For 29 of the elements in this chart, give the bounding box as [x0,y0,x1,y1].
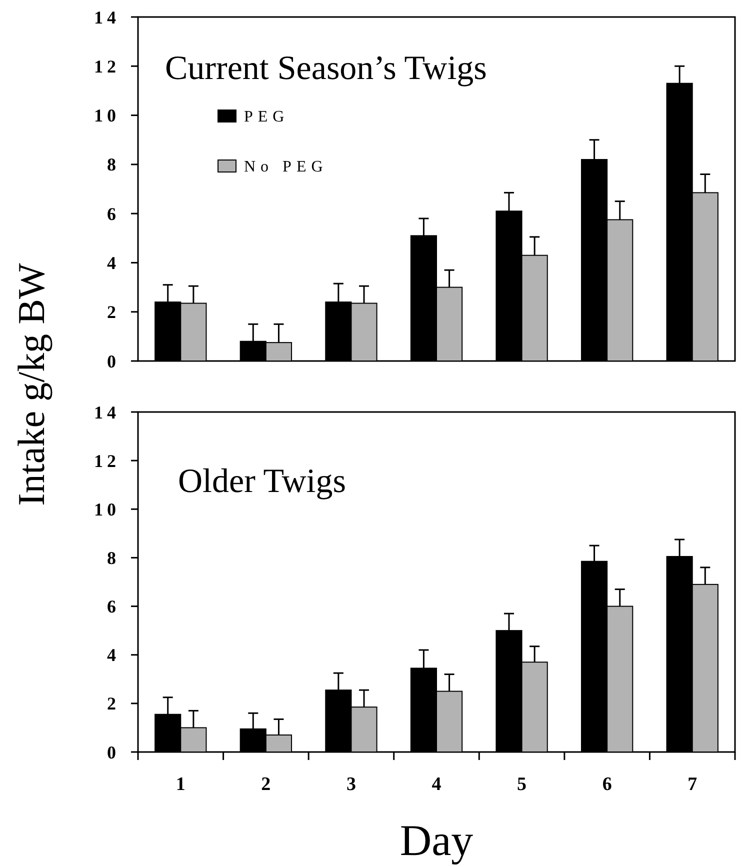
y-tick-label: 14 [94,7,120,28]
y-tick-label: 14 [94,402,120,422]
y-tick-label: 6 [107,596,120,617]
y-tick-label: 8 [107,548,120,568]
x-tick-label: 6 [602,774,612,795]
y-tick-label: 10 [94,499,120,520]
x-tick-label: 1 [176,774,186,795]
x-tick-label: 7 [688,774,698,795]
y-tick-label: 12 [94,56,120,76]
y-axis-title: Intake g/kg BW [11,263,53,506]
y-tick-label: 4 [107,645,120,666]
y-tick-label: 4 [107,253,120,274]
y-tick-label: 6 [107,204,120,224]
y-tick-label: 2 [107,302,120,322]
x-tick-label: 3 [346,774,356,795]
x-axis-title: Day [400,816,474,865]
x-tick-label: 5 [517,774,527,795]
y-tick-label: 0 [107,351,120,372]
text: Older Twigs [178,463,346,500]
y-tick-label: 8 [107,154,120,175]
y-tick-label: 2 [107,694,120,714]
y-tick-label: 12 [94,450,120,471]
x-tick-label: 4 [432,774,442,795]
legend-label: No PEG [244,158,328,176]
y-tick-label: 10 [94,106,120,126]
x-tick-label: 2 [261,774,271,795]
text: Current Season’s Twigs [165,50,487,87]
y-tick-label: 0 [107,742,120,762]
legend-label: PEG [244,108,290,126]
